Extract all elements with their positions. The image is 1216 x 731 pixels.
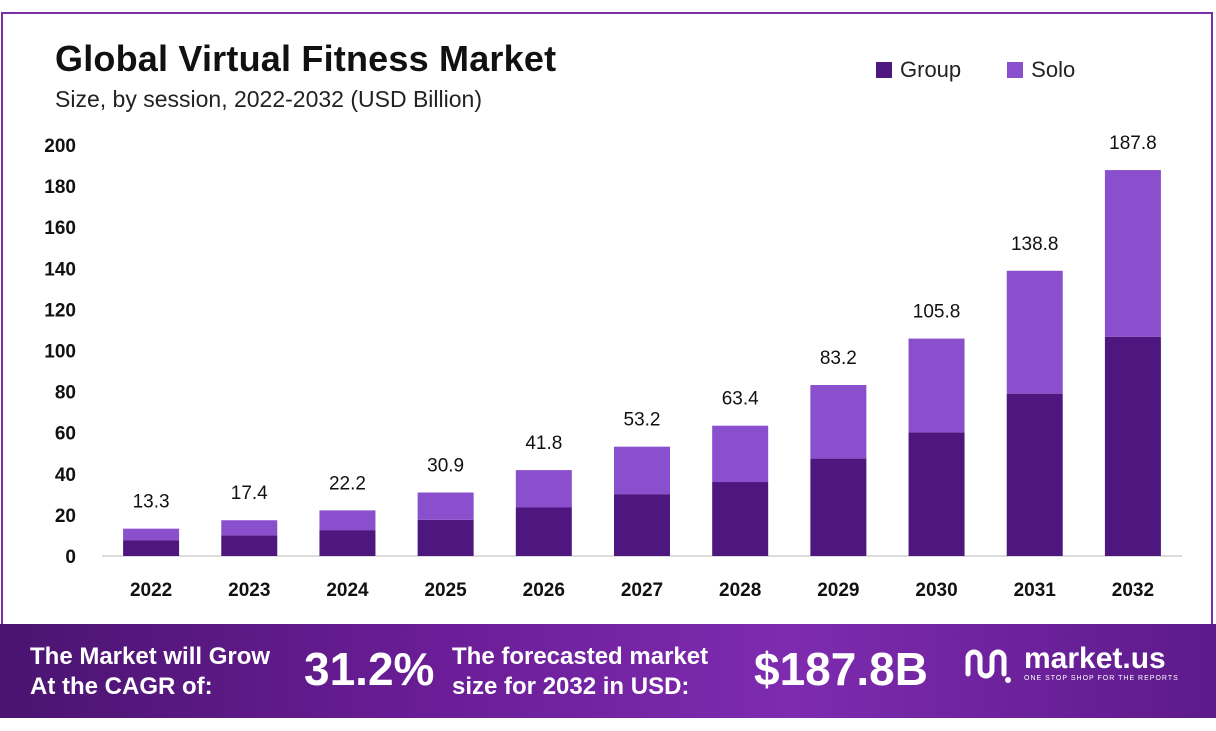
data-label-total: 83.2 bbox=[820, 348, 857, 369]
x-tick-label: 2028 bbox=[719, 580, 761, 601]
legend-label-group: Group bbox=[900, 57, 962, 82]
bar-group-2027 bbox=[614, 494, 670, 556]
bar-chart: 0 20 40 60 80 100 120 140 160 180 200 13.3 2022 17.4 2… bbox=[44, 133, 1182, 601]
bar-solo-2027 bbox=[614, 446, 670, 495]
chart-title: Global Virtual Fitness Market bbox=[55, 38, 557, 79]
x-tick-label: 2022 bbox=[130, 580, 172, 601]
forecast-line-2: size for 2032 in USD: bbox=[452, 673, 690, 700]
brand-tagline: ONE STOP SHOP FOR THE REPORTS bbox=[1024, 675, 1179, 682]
x-tick-label: 2032 bbox=[1112, 580, 1154, 601]
legend-item-group: Group bbox=[876, 57, 961, 83]
data-label-total: 63.4 bbox=[722, 389, 759, 410]
data-label-total: 53.2 bbox=[624, 410, 661, 431]
y-tick-label: 200 bbox=[44, 136, 76, 157]
forecast-text: The forecasted market size for 2032 in U… bbox=[452, 642, 708, 702]
bar-group-2026 bbox=[515, 507, 572, 556]
x-tick-label: 2025 bbox=[424, 580, 467, 601]
market-us-logo-icon bbox=[965, 649, 1011, 683]
y-tick-label: 160 bbox=[44, 218, 76, 239]
y-tick-label: 20 bbox=[55, 506, 76, 527]
bar-group-2024 bbox=[319, 530, 376, 556]
y-tick-label: 140 bbox=[44, 259, 76, 280]
bar-group-2022 bbox=[123, 540, 180, 556]
y-tick-label: 120 bbox=[44, 300, 76, 321]
x-tick-label: 2023 bbox=[228, 580, 270, 601]
cagr-line-1: The Market will Grow bbox=[30, 643, 271, 670]
brand-logo: market.us ONE STOP SHOP FOR THE REPORTS bbox=[962, 644, 1179, 684]
bar-group-2031 bbox=[1006, 393, 1063, 556]
data-label-total: 13.3 bbox=[133, 492, 170, 513]
bar-solo-2029 bbox=[810, 385, 867, 459]
y-tick-label: 180 bbox=[44, 177, 76, 198]
data-label-total: 41.8 bbox=[525, 433, 562, 454]
bar-group-2028 bbox=[712, 482, 769, 556]
bar-solo-2032 bbox=[1104, 170, 1161, 337]
bar-group-2029 bbox=[810, 458, 867, 556]
chart-subtitle: Size, by session, 2022-2032 (USD Billion… bbox=[55, 86, 482, 112]
y-tick-label: 40 bbox=[55, 465, 76, 486]
x-tick-label: 2029 bbox=[817, 580, 859, 601]
y-tick-label: 60 bbox=[55, 424, 76, 445]
bar-group-2032 bbox=[1104, 336, 1161, 556]
legend-label-solo: Solo bbox=[1031, 57, 1076, 82]
x-tick-label: 2030 bbox=[915, 580, 957, 601]
bar-solo-2030 bbox=[908, 338, 965, 433]
bar-solo-2023 bbox=[221, 520, 278, 536]
data-label-total: 30.9 bbox=[427, 456, 464, 477]
cagr-value: 31.2% bbox=[304, 643, 435, 695]
legend-swatch-group bbox=[876, 62, 892, 78]
x-tick-label: 2031 bbox=[1014, 580, 1057, 601]
y-tick-label: 0 bbox=[65, 547, 76, 568]
brand-name: market.us bbox=[1024, 642, 1166, 675]
bar-group-2030 bbox=[908, 432, 965, 556]
legend-item-solo: Solo bbox=[1007, 57, 1075, 83]
bar-group-2023 bbox=[221, 535, 278, 556]
cagr-line-2: At the CAGR of: bbox=[30, 673, 213, 700]
x-tick-label: 2024 bbox=[326, 580, 369, 601]
cagr-text: The Market will Grow At the CAGR of: bbox=[30, 642, 270, 702]
bar-solo-2024 bbox=[319, 510, 376, 531]
bar-solo-2028 bbox=[712, 425, 769, 483]
forecast-value: $187.8B bbox=[754, 643, 928, 695]
data-label-total: 138.8 bbox=[1011, 234, 1059, 255]
data-label-total: 17.4 bbox=[231, 483, 268, 504]
bar-solo-2022 bbox=[123, 528, 180, 541]
bar-group-2025 bbox=[417, 519, 474, 556]
data-label-total: 22.2 bbox=[329, 473, 366, 494]
chart-legend: Group Solo bbox=[876, 57, 1075, 83]
chart-frame bbox=[1, 12, 1213, 624]
forecast-line-1: The forecasted market bbox=[452, 643, 709, 670]
data-label-total: 187.8 bbox=[1109, 133, 1157, 154]
bar-solo-2026 bbox=[515, 470, 572, 508]
data-label-total: 105.8 bbox=[913, 302, 961, 323]
legend-swatch-solo bbox=[1007, 62, 1024, 78]
x-tick-label: 2026 bbox=[523, 580, 565, 601]
bar-solo-2025 bbox=[417, 492, 474, 520]
y-tick-label: 100 bbox=[44, 342, 76, 363]
y-tick-label: 80 bbox=[55, 383, 76, 404]
footer-banner: The Market will Grow At the CAGR of: 31.… bbox=[0, 624, 1216, 718]
x-tick-label: 2027 bbox=[621, 580, 663, 601]
bar-solo-2031 bbox=[1006, 270, 1063, 394]
